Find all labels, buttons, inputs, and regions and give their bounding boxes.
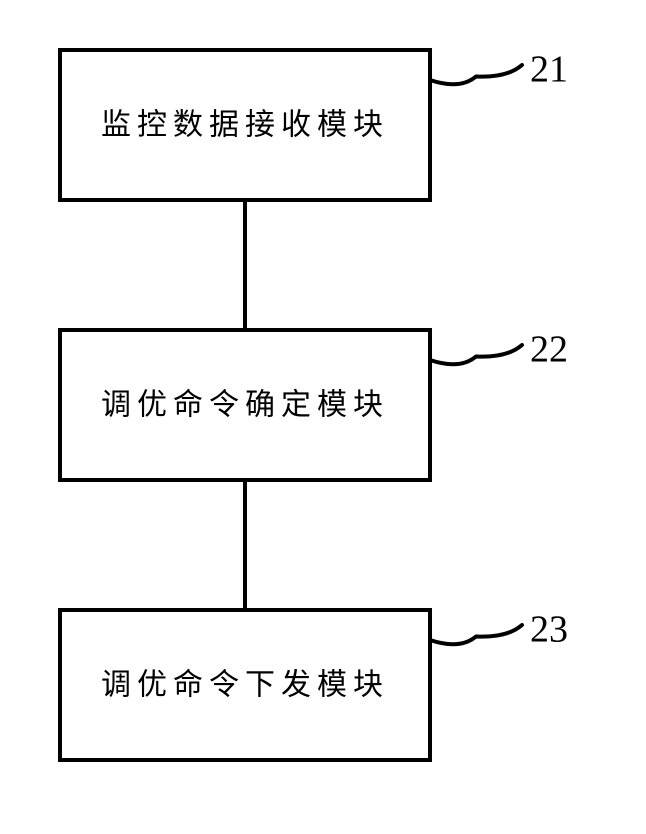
callout-curve <box>430 65 522 84</box>
flow-node-number: 23 <box>530 608 568 650</box>
flow-node-label: 调优命令确定模块 <box>101 389 389 422</box>
flow-node: 调优命令下发模块 23 <box>60 608 568 760</box>
callout-curve <box>430 625 522 644</box>
flow-node-label: 调优命令下发模块 <box>101 669 389 702</box>
flow-node: 监控数据接收模块 21 <box>60 48 568 200</box>
flow-node-label: 监控数据接收模块 <box>101 109 389 142</box>
flow-node-number: 21 <box>530 48 568 90</box>
flowchart-canvas: 监控数据接收模块 21 调优命令确定模块 22 调优命令下发模块 23 <box>0 0 646 834</box>
callout-curve <box>430 345 522 364</box>
flow-node: 调优命令确定模块 22 <box>60 328 568 480</box>
flow-node-number: 22 <box>530 328 568 370</box>
